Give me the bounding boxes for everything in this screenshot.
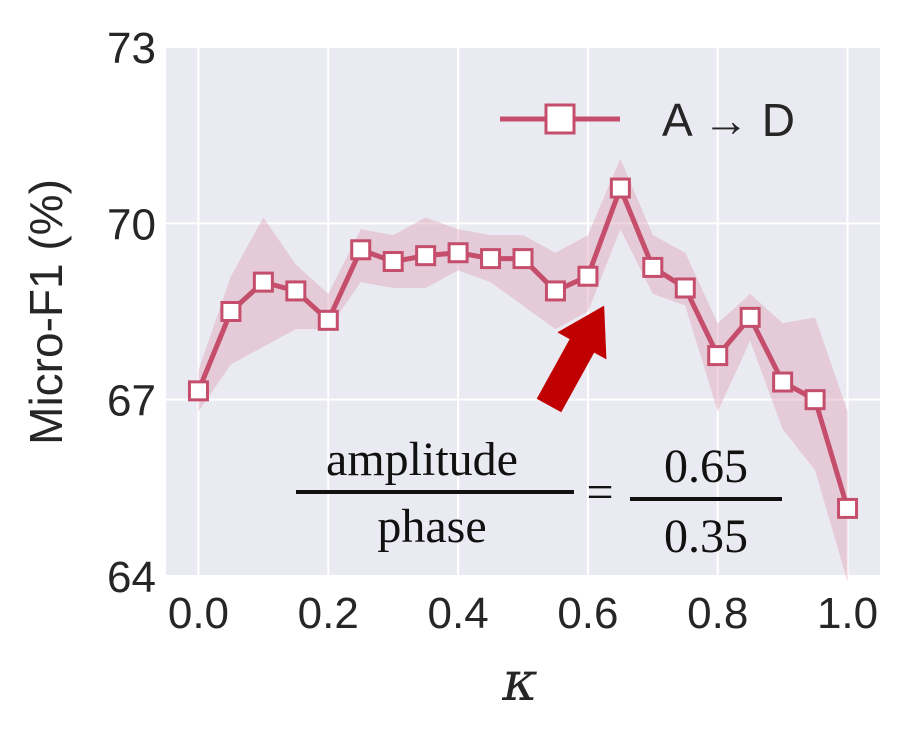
legend: A → D [500,94,795,146]
x-tick-label: 0.4 [428,589,489,638]
data-point [480,248,502,270]
series-markers [187,177,859,519]
data-point [739,306,761,328]
x-tick-label: 0.6 [557,589,618,638]
data-point [187,380,209,402]
data-point [415,245,437,267]
y-tick-label: 70 [107,200,156,249]
data-point [804,389,826,411]
legend-entry-label: A → D [662,94,795,146]
formula-annotation: amplitude phase = 0.65 0.35 [296,433,782,563]
data-point [674,277,696,299]
data-point [609,177,631,199]
data-point [642,256,664,278]
data-point [577,265,599,287]
data-point [512,248,534,270]
formula-left-numerator: amplitude [326,433,518,486]
formula-right-numerator: 0.65 [664,440,748,493]
legend-marker-square [544,103,576,135]
data-point [544,280,566,302]
formula-right-denominator: 0.35 [664,510,748,563]
x-tick-label: 0.2 [298,589,359,638]
x-tick-label: 0.8 [687,589,748,638]
data-point [382,251,404,273]
data-point [317,309,339,331]
x-axis-label: κ [501,650,537,713]
y-tick-label: 64 [107,553,156,602]
data-point [707,345,729,367]
annotation-arrow [536,305,607,413]
x-tick-label: 0.0 [168,589,229,638]
x-tick-label: 1.0 [817,589,878,638]
data-point [285,280,307,302]
y-tick-label: 67 [107,377,156,426]
tick-labels: 0.0 0.2 0.4 0.6 0.8 1.0 64 67 70 73 [107,24,878,638]
data-point [220,301,242,322]
formula-equals: = [586,466,613,519]
confidence-band [198,158,848,582]
plot-area [166,47,880,576]
formula-left-denominator: phase [377,500,486,553]
data-point [350,239,372,261]
y-axis-label: Micro-F1 (%) [20,179,72,445]
data-point [772,371,794,393]
data-point [252,271,274,293]
data-point [837,497,859,519]
data-point [447,242,469,264]
y-tick-label: 73 [107,24,156,73]
